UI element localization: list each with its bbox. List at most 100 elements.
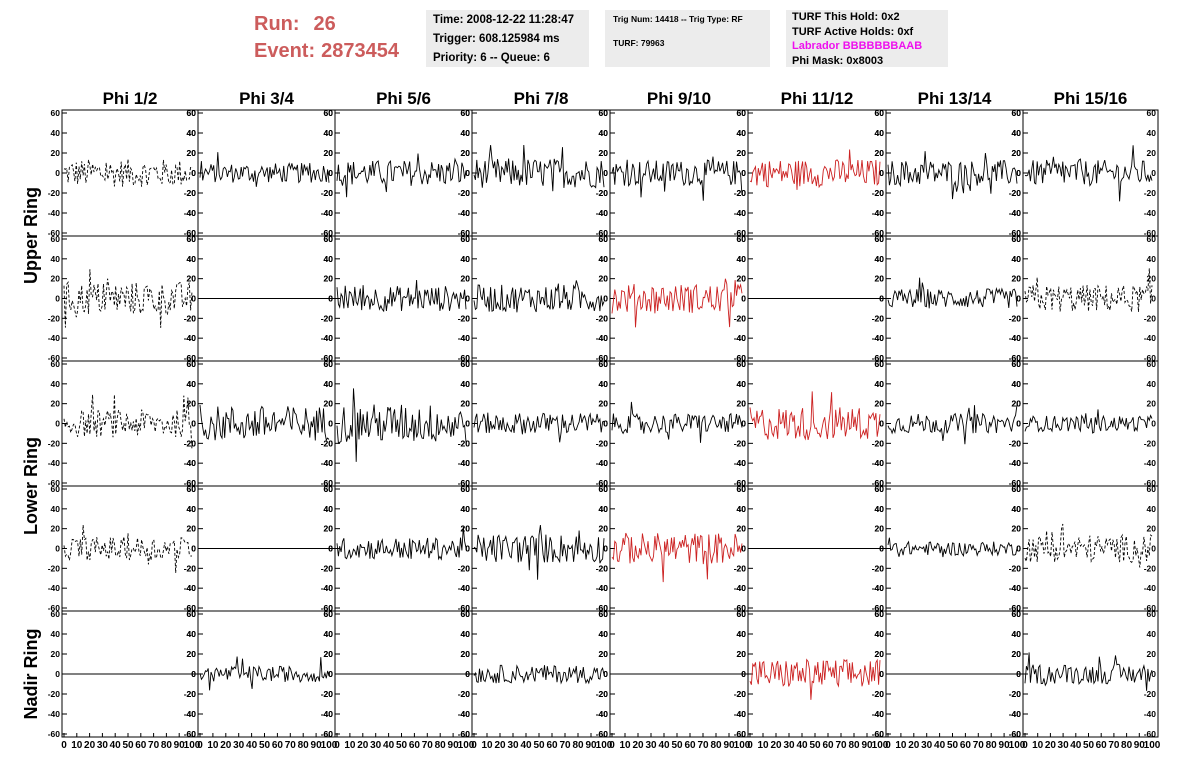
y-tick-label: 0 (55, 419, 60, 429)
y-tick-label: 20 (1012, 524, 1022, 534)
y-tick-label: 0 (191, 544, 196, 554)
y-tick-label-right: 60 (1147, 234, 1157, 244)
y-tick-label-right: 20 (875, 274, 885, 284)
y-tick-label: 40 (461, 629, 471, 639)
y-tick-label: -20 (1009, 188, 1022, 198)
y-tick-label: 40 (1012, 379, 1022, 389)
y-tick-label: -20 (321, 438, 334, 448)
x-tick-label: 100 (1009, 740, 1026, 751)
y-tick-label: 0 (328, 544, 333, 554)
y-tick-label: 40 (51, 629, 61, 639)
y-tick-label: 20 (875, 649, 885, 659)
turf-this-hold-text: TURF This Hold: 0x2 (792, 11, 900, 23)
y-tick-label-right: -40 (184, 583, 197, 593)
y-tick-label-right: -60 (1009, 729, 1022, 739)
y-tick-label-right: -40 (596, 458, 609, 468)
y-tick-label: -40 (734, 333, 747, 343)
waveform-panel: -60 -60 -40 -40 -20 -20 0 0 20 20 40 40 60 60 (734, 484, 887, 613)
y-tick-label-right: 0 (1016, 294, 1021, 304)
waveform-trace (473, 525, 605, 580)
y-tick-label: -20 (184, 438, 197, 448)
waveform-trace (473, 280, 605, 313)
y-tick-label-right: -60 (1144, 729, 1157, 739)
y-tick-label: 40 (1012, 254, 1022, 264)
y-tick-label: 40 (875, 254, 885, 264)
x-tick-label: 30 (783, 740, 795, 751)
y-tick-label-right: -60 (596, 353, 609, 363)
x-tick-label: 90 (723, 740, 735, 751)
y-tick-label: 20 (187, 399, 197, 409)
x-tick-label: 90 (174, 740, 186, 751)
y-tick-label: 60 (461, 234, 471, 244)
y-tick-label-right: -20 (872, 188, 885, 198)
x-tick-label: 20 (770, 740, 782, 751)
y-tick-label-right: -40 (458, 208, 471, 218)
y-tick-label: 0 (879, 294, 884, 304)
y-tick-label: -60 (321, 478, 334, 488)
y-tick-label: -60 (872, 603, 885, 613)
y-tick-label-right: 40 (1147, 629, 1157, 639)
y-tick-label: 60 (599, 108, 609, 118)
y-tick-label-right: -40 (184, 458, 197, 468)
y-tick-label-right: 20 (324, 148, 334, 158)
waveform-panel: -60 -60 -40 -40 -20 -20 0 0 20 20 40 40 60 60 (596, 234, 749, 363)
y-tick-label: -20 (458, 689, 471, 699)
labrador-text: Labrador BBBBBBBAAB (792, 40, 923, 52)
y-tick-label: -20 (184, 313, 197, 323)
waveform-panel: -60 -60 -40 -40 -20 -20 0 0 20 20 40 40 60 60 (458, 609, 611, 739)
y-tick-label-right: 40 (599, 254, 609, 264)
y-tick-label-right: 60 (461, 484, 471, 494)
y-tick-label: -60 (596, 353, 609, 363)
y-tick-label-right: 60 (1012, 484, 1022, 494)
x-tick-label: 100 (596, 740, 613, 751)
y-tick-label: 0 (465, 168, 470, 178)
y-tick-label: -20 (872, 438, 885, 448)
y-tick-label-right: -40 (734, 208, 747, 218)
x-tick-label: 30 (507, 740, 519, 751)
x-tick-label: 10 (1032, 740, 1044, 751)
y-tick-label-right: 0 (465, 419, 470, 429)
y-tick-label-right: -60 (184, 603, 197, 613)
y-tick-label-right: -40 (321, 458, 334, 468)
y-tick-label: -20 (872, 188, 885, 198)
y-tick-label: -40 (596, 709, 609, 719)
waveform-panel: -60 -60 -40 -40 -20 -20 0 0 20 20 40 40 60 60 (596, 484, 749, 613)
y-tick-label: 0 (1016, 419, 1021, 429)
y-tick-label: -20 (458, 313, 471, 323)
y-tick-label-right: 0 (191, 544, 196, 554)
y-tick-label-right: 40 (324, 379, 334, 389)
y-tick-label-right: -20 (184, 438, 197, 448)
y-tick-label-right: 0 (603, 544, 608, 554)
y-tick-label-right: 60 (187, 484, 197, 494)
y-tick-label: -40 (184, 583, 197, 593)
y-tick-label-right: 0 (191, 168, 196, 178)
y-tick-label: -40 (184, 458, 197, 468)
y-tick-label: -20 (734, 563, 747, 573)
waveform-panel: -60 -60 -40 -40 -20 -20 0 0 20 20 40 40 60 60 (1009, 108, 1159, 238)
column-title: Phi 13/14 (918, 89, 992, 108)
waveform-trace (473, 412, 605, 443)
waveform-trace (63, 524, 193, 573)
y-tick-label-right: 60 (599, 359, 609, 369)
y-tick-label: 0 (879, 168, 884, 178)
y-tick-label: 40 (324, 379, 334, 389)
waveform-panel: -60 -60 -40 -40 -20 -20 0 0 20 20 40 40 60 60 (734, 108, 887, 238)
x-tick-label: 0 (1022, 740, 1028, 751)
y-tick-label-right: -40 (458, 458, 471, 468)
x-tick-label: 10 (71, 740, 83, 751)
y-tick-label-right: 40 (187, 128, 197, 138)
y-tick-label: 20 (737, 148, 747, 158)
x-tick-label: 60 (272, 740, 284, 751)
y-tick-label: -60 (48, 603, 61, 613)
x-tick-label: 80 (298, 740, 310, 751)
y-tick-label: 0 (879, 544, 884, 554)
y-tick-label-right: 20 (737, 274, 747, 284)
y-tick-label: 40 (599, 128, 609, 138)
y-tick-label: -40 (596, 458, 609, 468)
y-tick-label-right: 0 (1151, 544, 1156, 554)
y-tick-label-right: 60 (461, 359, 471, 369)
y-tick-label: 0 (55, 669, 60, 679)
y-tick-label: -60 (1009, 603, 1022, 613)
y-tick-label-right: -40 (734, 333, 747, 343)
y-tick-label: -20 (596, 689, 609, 699)
